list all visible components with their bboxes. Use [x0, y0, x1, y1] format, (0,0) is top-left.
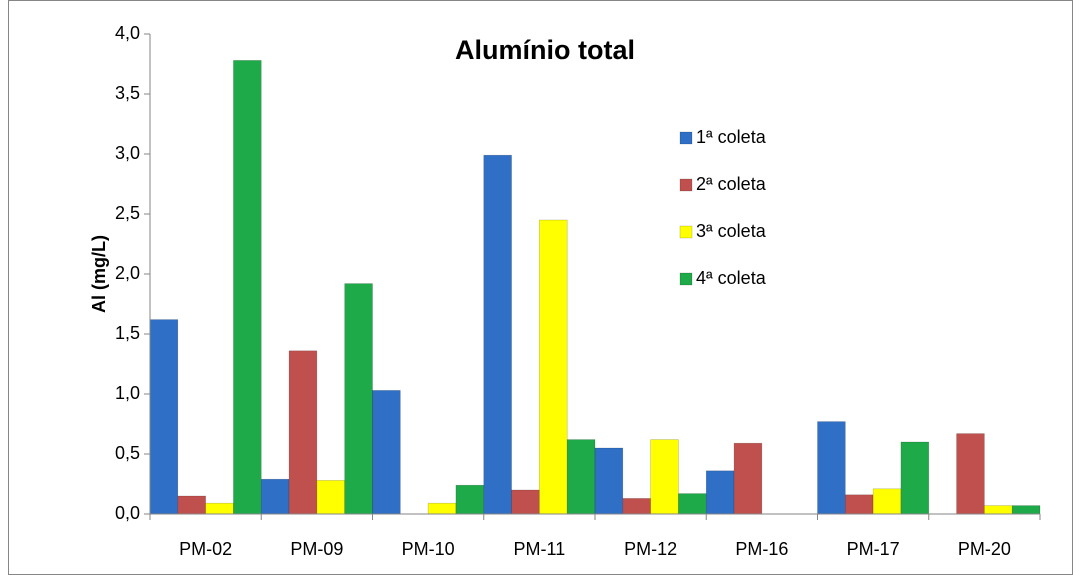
x-tick-label: PM-02 [179, 539, 232, 559]
y-tick-label: 2,0 [115, 263, 140, 283]
bar [316, 480, 345, 515]
bar [956, 433, 985, 515]
x-tick-label: PM-16 [735, 539, 788, 559]
legend-label: 4ª coleta [696, 268, 767, 288]
x-tick-label: PM-11 [514, 539, 566, 559]
legend-label: 3ª coleta [696, 221, 767, 241]
x-tick-label: PM-12 [624, 539, 677, 559]
x-tick-label: PM-20 [958, 539, 1011, 559]
bar [650, 439, 679, 515]
legend-swatch [679, 225, 693, 239]
legend-label: 1ª coleta [696, 127, 767, 147]
x-tick-label: PM-10 [402, 539, 455, 559]
bar [705, 470, 735, 515]
bar [594, 447, 624, 515]
bar [260, 478, 290, 515]
bar [845, 494, 874, 515]
bar [872, 488, 902, 515]
legend-swatch [679, 272, 693, 286]
legend-swatch [679, 178, 693, 192]
y-tick-label: 0,0 [115, 503, 140, 523]
bar [177, 495, 206, 515]
bar [984, 505, 1013, 515]
bar [622, 498, 651, 515]
bar [288, 350, 318, 515]
y-tick-label: 0,5 [115, 443, 140, 463]
y-tick-label: 1,5 [115, 323, 140, 343]
bar [511, 489, 540, 515]
y-tick-label: 4,0 [115, 23, 140, 43]
x-tick-label: PM-09 [290, 539, 343, 559]
bar [455, 484, 485, 515]
bar [483, 154, 512, 515]
bar [149, 319, 179, 515]
chart-title: Alumínio total [455, 35, 635, 65]
x-tick-label: PM-17 [847, 539, 900, 559]
bar [566, 439, 596, 515]
y-tick-label: 1,0 [115, 383, 140, 403]
bar [817, 421, 846, 515]
y-tick-label: 3,5 [115, 83, 140, 103]
bar [233, 60, 262, 515]
y-axis-label: Al (mg/L) [89, 235, 109, 313]
bar [678, 493, 707, 515]
bar [539, 219, 568, 515]
bar [900, 441, 930, 515]
bar [205, 502, 234, 515]
bar [372, 390, 401, 515]
bar [1011, 505, 1041, 515]
legend-swatch [679, 131, 693, 145]
legend-label: 2ª coleta [696, 174, 767, 194]
bar [427, 502, 457, 515]
bar [344, 283, 373, 515]
y-tick-label: 2,5 [115, 203, 140, 223]
bar [733, 442, 763, 515]
y-tick-label: 3,0 [115, 143, 140, 163]
